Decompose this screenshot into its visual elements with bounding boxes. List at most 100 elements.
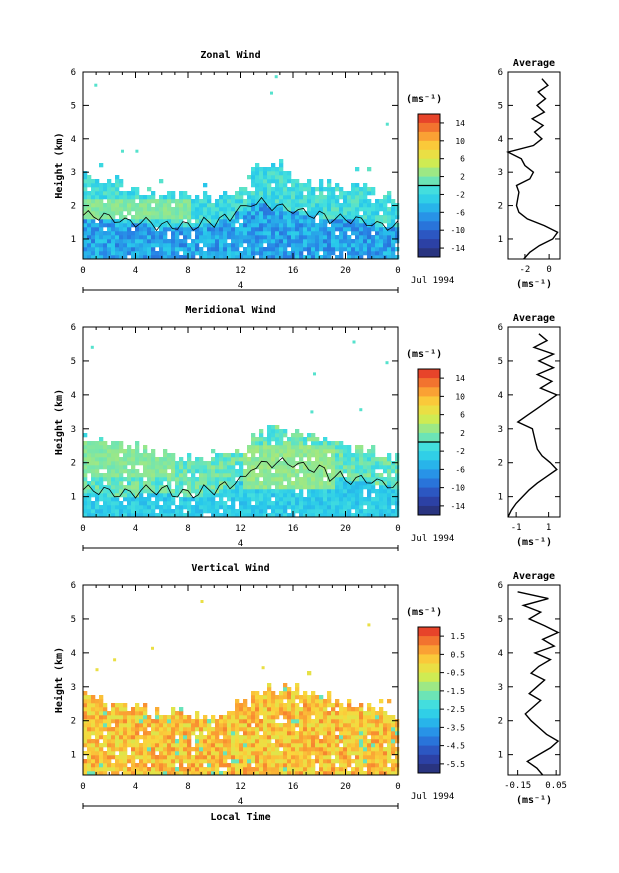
heatmap-cell xyxy=(259,175,264,180)
heatmap-cell xyxy=(227,231,232,236)
heatmap-cell xyxy=(231,223,236,228)
heatmap-cell xyxy=(135,477,140,482)
heatmap-cell xyxy=(143,445,148,450)
heatmap-cell xyxy=(283,251,288,256)
heatmap-cell xyxy=(303,711,308,716)
y-tick-label: 4 xyxy=(71,649,76,659)
heatmap-cell xyxy=(319,203,324,208)
heatmap-cell xyxy=(327,195,332,200)
heatmap-cell xyxy=(347,699,352,704)
heatmap-cell xyxy=(315,731,320,736)
heatmap-cell xyxy=(95,457,100,462)
heatmap-cell xyxy=(239,759,244,764)
heatmap-cell xyxy=(375,759,380,764)
heatmap-cell xyxy=(235,715,240,720)
heatmap-cell xyxy=(227,715,232,720)
heatmap-cell xyxy=(267,731,272,736)
heatmap-cell xyxy=(351,743,356,748)
heatmap-cell xyxy=(139,489,144,494)
heatmap-cell xyxy=(183,759,188,764)
heatmap-cell xyxy=(203,493,208,498)
heatmap-cell xyxy=(279,445,284,450)
heatmap-cell xyxy=(147,715,152,720)
heatmap-cell xyxy=(335,703,340,708)
heatmap-cell xyxy=(123,493,128,498)
heatmap-cell xyxy=(239,707,244,712)
heatmap-cell xyxy=(299,509,304,514)
heatmap-cell xyxy=(323,469,328,474)
heatmap-cell xyxy=(295,723,300,728)
colorbar-swatch xyxy=(418,423,440,434)
heatmap-cell xyxy=(283,703,288,708)
heatmap-cell xyxy=(259,505,264,510)
heatmap-cell xyxy=(307,509,312,514)
heatmap-cell xyxy=(379,497,384,502)
heatmap-cell xyxy=(183,719,188,724)
heatmap-cell xyxy=(255,207,260,212)
heatmap-cell xyxy=(251,215,256,220)
heatmap-cell xyxy=(119,755,124,760)
heatmap-cell xyxy=(283,695,288,700)
heatmap-cell xyxy=(251,695,256,700)
heatmap-cell xyxy=(319,489,324,494)
heatmap-cell xyxy=(183,195,188,200)
heatmap-cell xyxy=(139,707,144,712)
heatmap-cell xyxy=(231,489,236,494)
heatmap-cell xyxy=(143,497,148,502)
heatmap-cell xyxy=(299,255,304,260)
heatmap-cell xyxy=(335,211,340,216)
heatmap-cell xyxy=(287,473,292,478)
heatmap-cell xyxy=(319,707,324,712)
heatmap-cell xyxy=(195,497,200,502)
heatmap-cell xyxy=(303,441,308,446)
heatmap-cell xyxy=(103,751,108,756)
heatmap-cell xyxy=(95,505,100,510)
heatmap-cell xyxy=(211,763,216,768)
heatmap-cell xyxy=(291,759,296,764)
heatmap-cell xyxy=(147,211,152,216)
heatmap-cell xyxy=(391,501,396,506)
heatmap-cell xyxy=(179,215,184,220)
heatmap-cell xyxy=(87,183,92,188)
heatmap-cell xyxy=(163,247,168,252)
heatmap-cell xyxy=(371,485,376,490)
colorbar-tick-label: 0.5 xyxy=(451,650,466,659)
heatmap-cell xyxy=(303,481,308,486)
heatmap-cell xyxy=(359,727,364,732)
heatmap-cell xyxy=(159,719,164,724)
colorbar-swatch xyxy=(418,432,440,443)
heatmap-cell xyxy=(271,473,276,478)
heatmap-cell xyxy=(303,449,308,454)
heatmap-cell xyxy=(231,739,236,744)
heatmap-cell xyxy=(311,203,316,208)
heatmap-cell xyxy=(127,453,132,458)
heatmap-cell xyxy=(251,699,256,704)
heatmap-cell xyxy=(107,243,112,248)
heatmap-cell xyxy=(283,247,288,252)
heatmap-cell xyxy=(159,243,164,248)
heatmap-cell xyxy=(291,183,296,188)
heatmap-cell xyxy=(163,513,168,518)
heatmap-cell xyxy=(87,445,92,450)
heatmap-cell xyxy=(303,719,308,724)
heatmap-cell xyxy=(327,731,332,736)
heatmap-cell xyxy=(275,751,280,756)
profile-line xyxy=(507,333,559,518)
heatmap-cell xyxy=(195,207,200,212)
heatmap-cell xyxy=(299,771,304,776)
heatmap-cell xyxy=(315,735,320,740)
heatmap-cell xyxy=(255,719,260,724)
heatmap-cell xyxy=(223,461,228,466)
heatmap-cell xyxy=(331,223,336,228)
heatmap-cell xyxy=(159,251,164,256)
heatmap-cell xyxy=(287,175,292,180)
heatmap-cell xyxy=(323,735,328,740)
heatmap-cell xyxy=(191,211,196,216)
heatmap-cell xyxy=(371,461,376,466)
heatmap-cell xyxy=(123,485,128,490)
heatmap-cell xyxy=(95,767,100,772)
heatmap-cell xyxy=(223,723,228,728)
heatmap-cell xyxy=(131,481,136,486)
heatmap-cell xyxy=(339,195,344,200)
heatmap-cell xyxy=(267,699,272,704)
